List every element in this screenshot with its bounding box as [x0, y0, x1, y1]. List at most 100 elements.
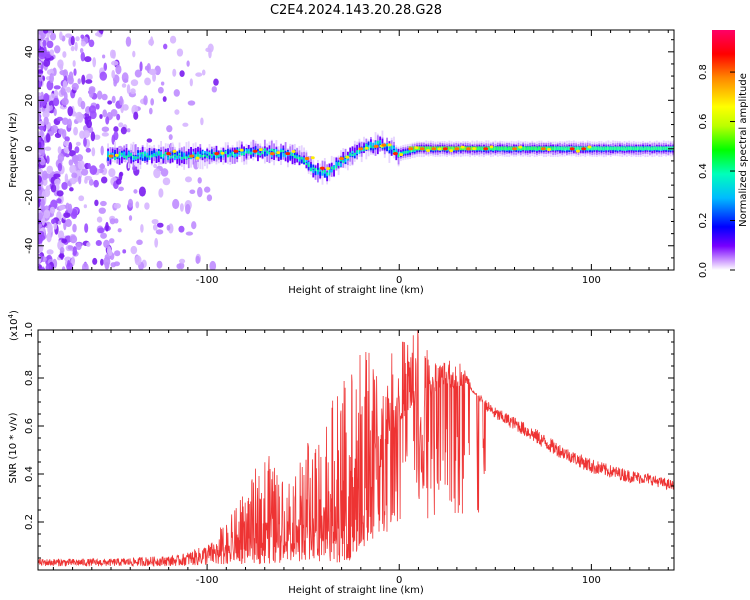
colorbar-tick-label: 0.2	[698, 213, 709, 229]
spectrogram-ridge-cell	[356, 144, 358, 151]
spectrogram-ridge-cell	[125, 147, 128, 158]
spectrogram-ridge-cell	[197, 146, 199, 155]
spectrogram-core-cell	[655, 146, 658, 151]
spectrogram-ridge-cell	[121, 153, 123, 156]
spectrogram-noise-blob	[85, 79, 93, 84]
spectrogram-hotspot	[358, 147, 364, 151]
spectrogram-ridge-cell	[141, 152, 144, 155]
spectrogram-noise-blob	[103, 62, 108, 72]
spectrogram-ridge-cell	[321, 171, 324, 176]
spectrogram-hotspot	[166, 152, 172, 156]
spectrogram-ridge-cell	[379, 140, 382, 144]
spectrogram-noise-blob	[150, 98, 155, 106]
spectrogram-noise-blob	[64, 136, 70, 142]
spectrogram-ridge-cell	[411, 150, 414, 153]
spectrogram-ridge-cell	[111, 152, 114, 156]
spectrogram-core-cell	[667, 146, 669, 151]
spectrogram-ridge-cell	[268, 148, 271, 152]
spectrogram-ridge-cell	[190, 153, 192, 168]
spectrogram-core-cell	[535, 146, 538, 151]
spectrogram-noise-blob	[59, 246, 65, 254]
spectrogram-ridge-cell	[114, 149, 116, 157]
spectrogram-noise-blob	[140, 223, 144, 233]
spectrogram-hotspot	[581, 147, 587, 151]
spectrogram-noise-blob	[153, 168, 161, 179]
spectrogram-core-cell	[510, 146, 513, 151]
spectrogram-noise-blob	[179, 70, 185, 77]
spectrogram-noise-blob	[53, 108, 57, 117]
spectrogram-core-cell	[556, 146, 559, 151]
spectrogram-noise-blob	[54, 45, 61, 54]
spectrogram-ridge-cell	[217, 154, 220, 156]
spectrogram-core-cell	[620, 146, 623, 151]
spectrogram-ridge-cell	[240, 153, 243, 156]
y-tick-label: -20	[24, 189, 35, 205]
spectrogram-noise-blob	[73, 126, 78, 136]
spectrogram-noise-blob	[43, 30, 49, 34]
spectrogram-noise-blob	[38, 243, 44, 253]
spectrogram-core-cell	[653, 146, 656, 151]
spectrogram-noise-blob	[100, 145, 104, 156]
spectrogram-ridge-cell	[333, 166, 335, 177]
spectrogram-noise-blob	[153, 163, 158, 169]
spectrogram-ridge-cell	[263, 148, 266, 151]
spectrogram-ridge-cell	[206, 152, 209, 158]
spectrogram-noise-blob	[64, 218, 72, 228]
spectrogram-ridge-cell	[240, 150, 243, 154]
spectrogram-noise-blob	[42, 39, 47, 47]
spectrogram-noise-blob	[57, 152, 65, 163]
spectrogram-noise-blob	[82, 129, 90, 139]
spectrogram-ridge-cell	[376, 143, 379, 148]
spectrogram-ridge-cell	[293, 156, 296, 164]
spectrogram-noise-blob	[139, 61, 143, 72]
spectrogram-noise-blob	[45, 155, 50, 164]
spectrogram-ridge-cell	[402, 151, 405, 154]
spectrogram-noise-blob	[84, 175, 93, 181]
spectrogram-hotspot	[291, 149, 296, 153]
spectrogram-core-cell	[660, 146, 662, 151]
spectrogram-noise-blob	[99, 163, 106, 170]
spectrogram-core-cell	[641, 146, 644, 151]
spectrogram-core-cell	[528, 146, 531, 151]
spectrogram-ridge-cell	[257, 153, 259, 155]
spectrogram-core-cell	[602, 146, 605, 151]
spectrogram-noise-blob	[38, 199, 41, 208]
spectrogram-ridge-cell	[372, 146, 375, 151]
y-tick-label: 0.6	[24, 418, 35, 434]
spectrogram-ridge-cell	[319, 171, 322, 176]
spectrogram-ridge-cell	[250, 152, 252, 159]
spectrogram-noise-blob	[63, 146, 70, 154]
spectrogram-ridge-cell	[282, 150, 285, 153]
spectrogram-noise-blob	[113, 126, 119, 133]
spectrogram-noise-blob	[49, 105, 53, 111]
spectrogram-noise-blob	[160, 168, 169, 177]
spectrogram-ridge-cell	[174, 154, 176, 157]
spectrogram-noise-blob	[160, 81, 165, 86]
spectrogram-ridge-cell	[284, 154, 287, 158]
spectrogram-noise-blob	[125, 36, 132, 47]
colorbar-tick-label: 0.8	[698, 64, 709, 80]
spectrogram-noise-blob	[42, 110, 50, 119]
spectrogram-noise-blob	[56, 190, 64, 197]
spectrogram-noise-blob	[108, 168, 116, 178]
spectrogram-noise-blob	[64, 33, 73, 38]
spectrogram-noise-blob	[46, 40, 54, 49]
spectrogram-ridge-cell	[178, 155, 181, 159]
spectrogram-noise-blob	[81, 74, 86, 85]
spectrogram-noise-blob	[61, 117, 69, 126]
spectrogram-core-cell	[632, 146, 635, 151]
spectrogram-ridge-cell	[155, 151, 158, 157]
spectrogram-ridge-cell	[275, 153, 278, 156]
spectrogram-ridge-cell	[335, 165, 338, 169]
spectrogram-noise-blob	[189, 78, 193, 87]
spectrogram-ridge-cell	[307, 164, 310, 167]
spectrogram-ridge-cell	[134, 157, 137, 160]
spectrogram-core-cell	[604, 146, 607, 151]
spectrogram-noise-blob	[185, 231, 194, 236]
spectrogram-ridge-cell	[356, 150, 358, 154]
spectrogram-noise-blob	[96, 216, 103, 223]
spectrogram-core-cell	[537, 146, 540, 151]
spectrogram-noise-blob	[62, 51, 67, 58]
spectrogram-noise-blob	[184, 176, 193, 183]
y-tick-label: 1.0	[24, 322, 35, 338]
